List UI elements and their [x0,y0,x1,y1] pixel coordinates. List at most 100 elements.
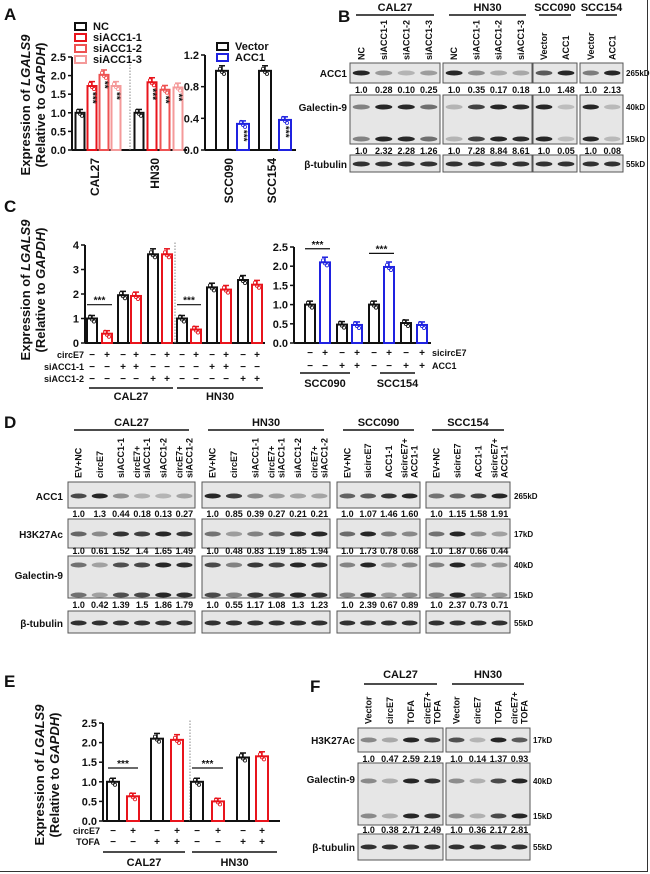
protein-band [420,161,438,167]
quantification-value: 1.0 [430,600,443,610]
significance-stars: *** [312,240,324,251]
blot-image [442,62,533,84]
data-point [179,317,184,322]
protein-band [176,562,193,568]
lane-label: NC [449,47,459,60]
category-label: HN30 [148,158,162,189]
significance-stars: ** [98,81,109,89]
bar [251,279,263,345]
protein-band [428,562,445,568]
quantification-value: 1.0 [450,754,463,764]
condition-sign: − [179,362,185,373]
protein-band [70,493,87,499]
lane-label: siACC1-2 [494,20,504,60]
quantification-value: 2.13 [603,85,621,95]
y-tick-label: 0.0 [184,145,199,157]
protein-band [381,778,398,784]
protein-band [112,562,129,568]
protein-band [535,104,553,110]
protein-band [401,493,418,499]
cell-line-header: SCC090 [534,2,576,14]
data-point [221,71,226,76]
condition-sign: + [174,837,180,848]
data-point [162,88,167,93]
protein-band [289,562,307,568]
quantification-value: 2.81 [511,825,529,835]
protein-band [557,70,575,76]
protein-band [360,493,377,499]
protein-band [360,844,377,850]
data-point [282,118,287,123]
blot-image [67,481,196,509]
panel-label: F [310,677,320,696]
protein-band [470,592,487,598]
cell-line-header: HN30 [474,669,502,681]
lane-label: Vector [364,696,374,724]
bar-rect [86,317,98,344]
condition-sign: − [130,837,136,848]
lane-label: siACC1-2 [184,438,194,478]
bar-rect [176,317,188,344]
data-point [80,113,85,118]
data-point [112,82,117,87]
data-point [92,87,97,92]
y-axis-title-part: Expression of [18,271,33,361]
quantification-value: 1.0 [341,546,354,556]
lane-label: siACC1-1 [471,20,481,60]
lane-label: circE7 [229,451,239,478]
blot-image [349,94,441,145]
quantification-value: 8.61 [512,146,530,156]
bar-rect [190,780,204,822]
data-point [90,317,95,322]
quantification-value: 0.66 [470,546,488,556]
data-point [111,780,116,785]
condition-sign: − [371,348,377,359]
condition-label: siACC1-1 [44,362,84,372]
condition-sign: + [259,837,265,848]
protein-label: β-tubulin [304,160,347,171]
condition-sign: + [240,837,246,848]
bar-rect [159,88,171,151]
protein-band [289,531,307,537]
quantification-value: 1.0 [362,754,375,764]
condition-sign: − [120,374,126,385]
quantification-value: 0.44 [491,546,509,556]
data-point [405,324,410,329]
bar-rect [190,328,202,344]
bar [130,291,142,344]
data-point [219,69,224,74]
y-tick-label: 2.5 [82,718,97,730]
data-point [114,85,119,90]
group-label: HN30 [206,391,234,403]
bar-rect [74,111,86,152]
quantification-value: 1.91 [491,509,509,519]
protein-band [381,813,398,819]
protein-band [445,136,463,142]
bar-rect [98,73,110,151]
protein-band [225,592,243,598]
quantification-value: 0.44 [112,509,130,519]
condition-sign: − [89,374,95,385]
protein-band [401,562,418,568]
data-point [172,735,177,740]
protein-band [339,493,356,499]
data-point [417,320,422,325]
protein-band [420,104,438,110]
bar-rect [126,795,140,823]
condition-sign: − [104,374,110,385]
y-axis-title-part: GAPDH [47,716,62,764]
protein-band [155,620,172,626]
quantification-value: 1.0 [430,509,443,519]
quantification-value: 1.0 [538,85,551,95]
quantification-value: 2.28 [397,146,415,156]
data-point [150,253,155,258]
quantification-value: 0.89 [401,600,419,610]
lane-label: siACC1-2 [293,438,303,478]
molecular-weight-label: 55kD [626,160,645,169]
y-axis-title-part: Expression of [32,756,47,846]
group-label: CAL27 [114,391,149,403]
protein-band [204,493,221,499]
protein-band [512,104,530,110]
quantification-value: 7.28 [468,146,486,156]
bar-rect [130,294,142,344]
